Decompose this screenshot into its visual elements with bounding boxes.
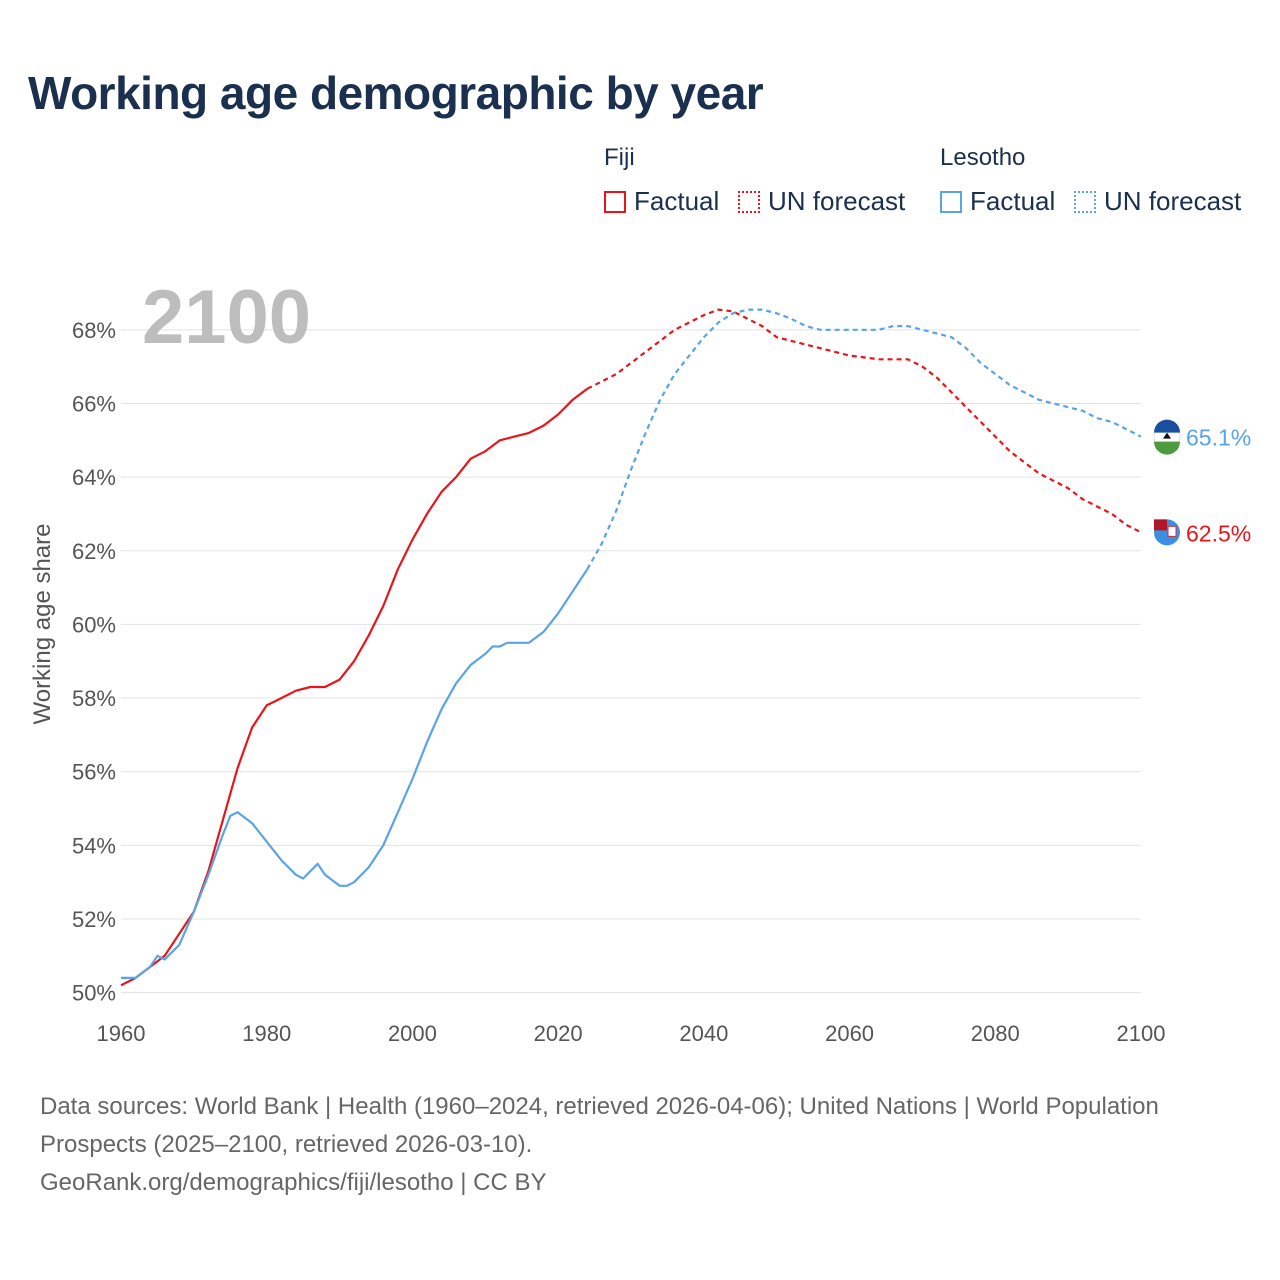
x-tick-label: 2060 xyxy=(825,1021,874,1046)
end-value-label-fiji: 62.5% xyxy=(1186,520,1251,546)
series-lines xyxy=(120,308,1142,987)
legend-lesotho-forecast[interactable]: UN forecast xyxy=(1074,186,1241,217)
lesotho-flag-green-band xyxy=(1154,441,1180,455)
legend-fiji-forecast-label: UN forecast xyxy=(768,186,906,216)
legend-swatch-dotted-red xyxy=(738,190,760,213)
y-tick-label: 56% xyxy=(72,760,116,785)
legend-group-lesotho: Lesotho xyxy=(940,144,1026,171)
fiji-flag-union-jack xyxy=(1154,519,1167,531)
x-tick-label: 2100 xyxy=(1117,1021,1166,1046)
lesotho-flag-blue-band xyxy=(1154,419,1180,433)
x-tick-label: 2020 xyxy=(534,1021,583,1046)
x-tick-label: 1960 xyxy=(97,1021,146,1046)
y-tick-label: 50% xyxy=(72,981,116,1006)
x-tick-label: 2000 xyxy=(388,1021,437,1046)
y-tick-label: 54% xyxy=(72,833,116,858)
year-watermark: 2100 xyxy=(142,275,311,360)
legend-lesotho-factual-label: Factual xyxy=(970,186,1056,216)
legend-lesotho-factual[interactable]: Factual xyxy=(940,186,1055,217)
end-marker-lesotho: 65.1% xyxy=(1153,419,1251,455)
fiji-flag-shield xyxy=(1167,525,1177,537)
footer: Data sources: World Bank | Health (1960–… xyxy=(40,1088,1240,1202)
y-axis-ticks: 50% 52% 54% 56% 58% 60% 62% 64% 66% 68% xyxy=(72,318,116,1006)
line-chart: 50% 52% 54% 56% 58% 60% 62% 64% 66% 68% 1960 1980 2… xyxy=(29,275,1251,1046)
end-marker-fiji: 62.5% xyxy=(1154,519,1251,546)
legend-fiji-forecast[interactable]: UN forecast xyxy=(738,186,905,217)
y-tick-label: 52% xyxy=(72,907,116,932)
legend-group-fiji: Fiji xyxy=(604,144,635,171)
y-tick-label: 62% xyxy=(72,539,116,564)
series-line-lesotho-forecast[interactable] xyxy=(586,308,1142,570)
legend-swatch-solid-blue xyxy=(940,190,962,213)
x-tick-label: 2040 xyxy=(679,1021,728,1046)
gridlines xyxy=(121,329,1141,994)
x-axis-ticks: 1960 1980 2000 2020 2040 2060 2080 2100 xyxy=(97,1021,1166,1046)
y-tick-label: 64% xyxy=(72,465,116,490)
y-tick-label: 60% xyxy=(72,612,116,637)
end-markers: 62.5% 65.1% xyxy=(1153,419,1251,546)
lesotho-hat-emblem xyxy=(1163,432,1171,439)
legend-swatch-dotted-blue xyxy=(1074,190,1096,213)
series-line-fiji-factual[interactable] xyxy=(120,387,588,987)
series-line-fiji-forecast[interactable] xyxy=(586,308,1142,534)
y-tick-label: 58% xyxy=(72,686,116,711)
legend-swatch-solid-red xyxy=(604,190,626,213)
attribution-link[interactable]: GeoRank.org/demographics/fiji/lesotho | … xyxy=(40,1169,547,1196)
legend-fiji-factual[interactable]: Factual xyxy=(604,186,719,217)
x-tick-label: 2080 xyxy=(971,1021,1020,1046)
y-tick-label: 68% xyxy=(72,318,116,343)
y-axis-label: Working age share xyxy=(29,524,56,725)
y-tick-label: 66% xyxy=(72,391,116,416)
chart-title: Working age demographic by year xyxy=(28,67,764,119)
legend-fiji-factual-label: Factual xyxy=(634,186,720,216)
end-value-label-lesotho: 65.1% xyxy=(1186,425,1251,451)
x-tick-label: 1980 xyxy=(242,1021,291,1046)
data-sources: Data sources: World Bank | Health (1960–… xyxy=(40,1093,1159,1158)
series-line-lesotho-factual[interactable] xyxy=(121,568,589,979)
legend-lesotho-forecast-label: UN forecast xyxy=(1104,186,1242,216)
